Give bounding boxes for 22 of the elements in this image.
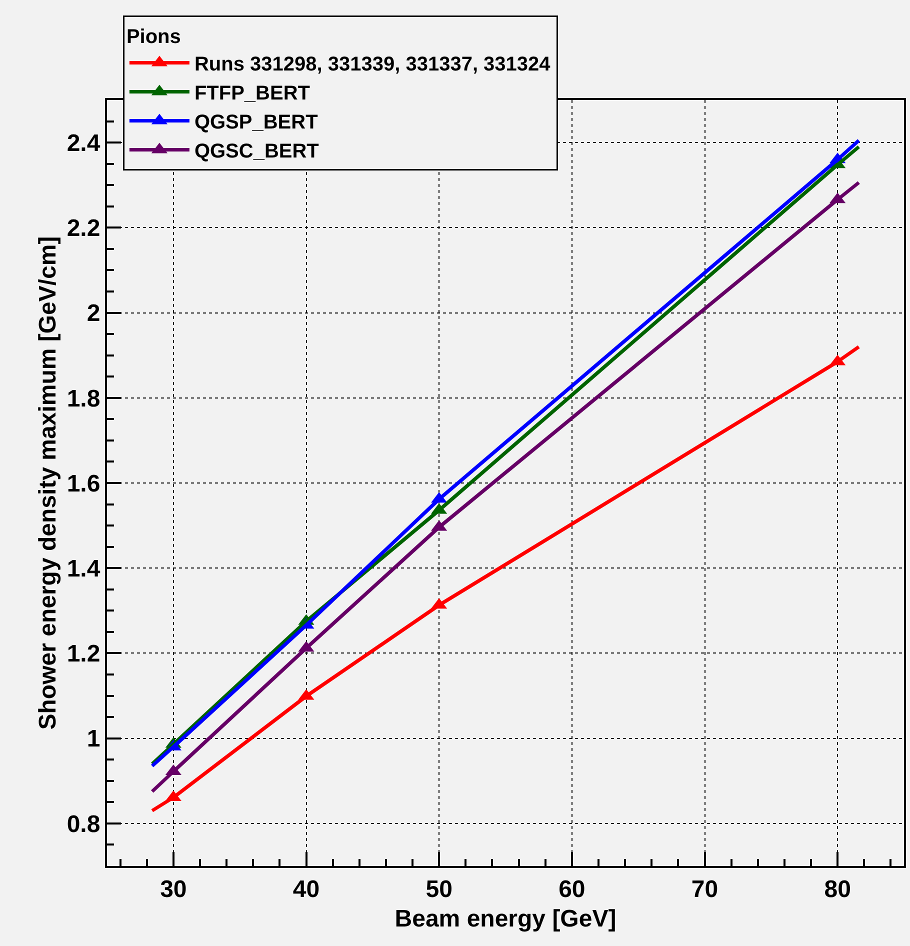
x-tick-label: 50 xyxy=(426,876,452,903)
y-tick-label: 1.2 xyxy=(66,640,100,668)
x-tick-label: 70 xyxy=(691,876,718,903)
y-tick-label: 2 xyxy=(86,300,100,328)
y-tick-label: 1 xyxy=(86,726,100,753)
legend-title: Pions xyxy=(126,26,181,48)
x-tick-label: 40 xyxy=(292,876,320,903)
y-tick-label: 0.8 xyxy=(66,810,100,838)
x-tick-label: 60 xyxy=(558,876,586,903)
legend-label: QGSP_BERT xyxy=(194,112,318,134)
x-axis-title: Beam energy [GeV] xyxy=(394,906,616,933)
y-axis-title: Shower energy density maximum [GeV/cm] xyxy=(34,236,62,730)
y-tick-label: 1.6 xyxy=(66,470,100,498)
legend-label: QGSC_BERT xyxy=(194,140,319,163)
y-tick-label: 2.4 xyxy=(66,130,101,157)
legend-label: FTFP_BERT xyxy=(194,82,310,105)
x-tick-label: 80 xyxy=(824,876,851,903)
y-tick-label: 1.4 xyxy=(66,556,101,583)
y-tick-label: 1.8 xyxy=(66,385,100,412)
y-tick-label: 2.2 xyxy=(66,215,100,242)
legend-label: Runs 331298, 331339, 331337, 331324 xyxy=(194,54,552,76)
x-tick-label: 30 xyxy=(160,876,187,903)
